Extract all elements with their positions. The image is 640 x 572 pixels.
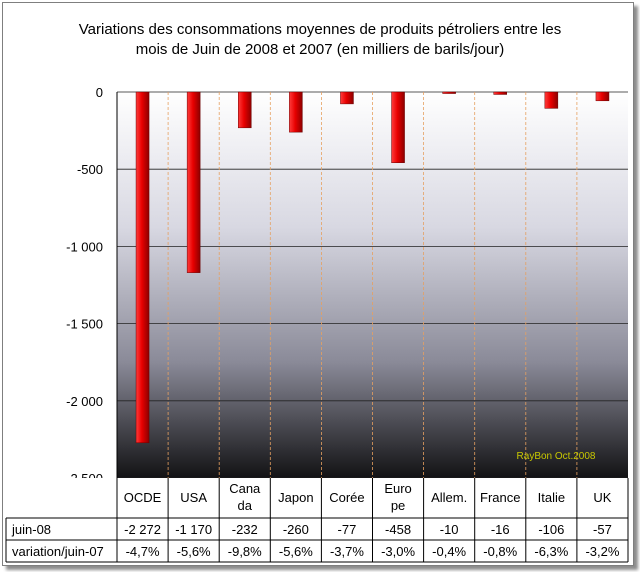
category-label: Euro pe [384,481,411,513]
table-cell-percent: -5,6% [177,544,211,559]
table-cell-value: -2 272 [124,522,161,537]
table-cell-value: -232 [232,522,258,537]
category-label: Japon [278,490,313,505]
category-label-line: Euro [384,481,411,496]
table-row-label: juin-08 [11,522,51,537]
table-cell-percent: -3,0% [381,544,415,559]
table-cell-percent: -4,7% [126,544,160,559]
table-cell-value: -77 [338,522,357,537]
table-row-label: variation/juin-07 [12,544,104,559]
y-tick-label: 0 [96,85,103,100]
table-cell-value: -458 [385,522,411,537]
table-cell-percent: -9,8% [228,544,262,559]
table-cell-value: -106 [538,522,564,537]
table-cell-value: -10 [440,522,459,537]
category-label: Allem. [431,490,467,505]
bar [595,91,610,102]
bar [544,91,559,109]
bar [391,91,405,163]
bar [135,91,150,444]
bar [289,91,303,133]
bar [493,91,507,95]
table-cell-percent: -0,8% [483,544,517,559]
y-tick-label: -1 500 [66,317,103,332]
category-label-line: pe [391,498,405,513]
table-cell-value: -260 [283,522,309,537]
chart-title-line-2: mois de Juin de 2008 et 2007 (en millier… [135,41,505,58]
bar [186,91,201,273]
chart-title: Variations des consommations moyennes de… [0,20,640,60]
category-label: UK [593,490,611,505]
table-cell-value: -1 170 [175,522,212,537]
y-tick-label: -1 000 [66,239,103,254]
category-label: Italie [538,490,565,505]
table-cell-percent: -3,7% [330,544,364,559]
bar [442,91,456,94]
y-tick-label: -2 000 [66,394,103,409]
category-label: Corée [329,490,364,505]
category-label: USA [180,490,207,505]
table-cell-percent: -6,3% [534,544,568,559]
category-label: France [480,490,520,505]
chart-title-line-1: Variations des consommations moyennes de… [78,21,562,38]
bar [340,91,354,105]
y-tick-label: -500 [77,162,103,177]
table-cell-percent: -3,2% [585,544,619,559]
category-label: OCDE [124,490,162,505]
bar [238,91,252,129]
table-cell-value: -57 [593,522,612,537]
category-label: Cana da [229,481,261,513]
category-label-line: da [238,498,253,513]
category-label-line: Cana [229,481,261,496]
table-cell-percent: -5,6% [279,544,313,559]
data-table-background [6,478,628,562]
watermark-annotation: RayBon Oct.2008 [517,451,596,462]
table-cell-percent: -0,4% [432,544,466,559]
table-cell-value: -16 [491,522,510,537]
